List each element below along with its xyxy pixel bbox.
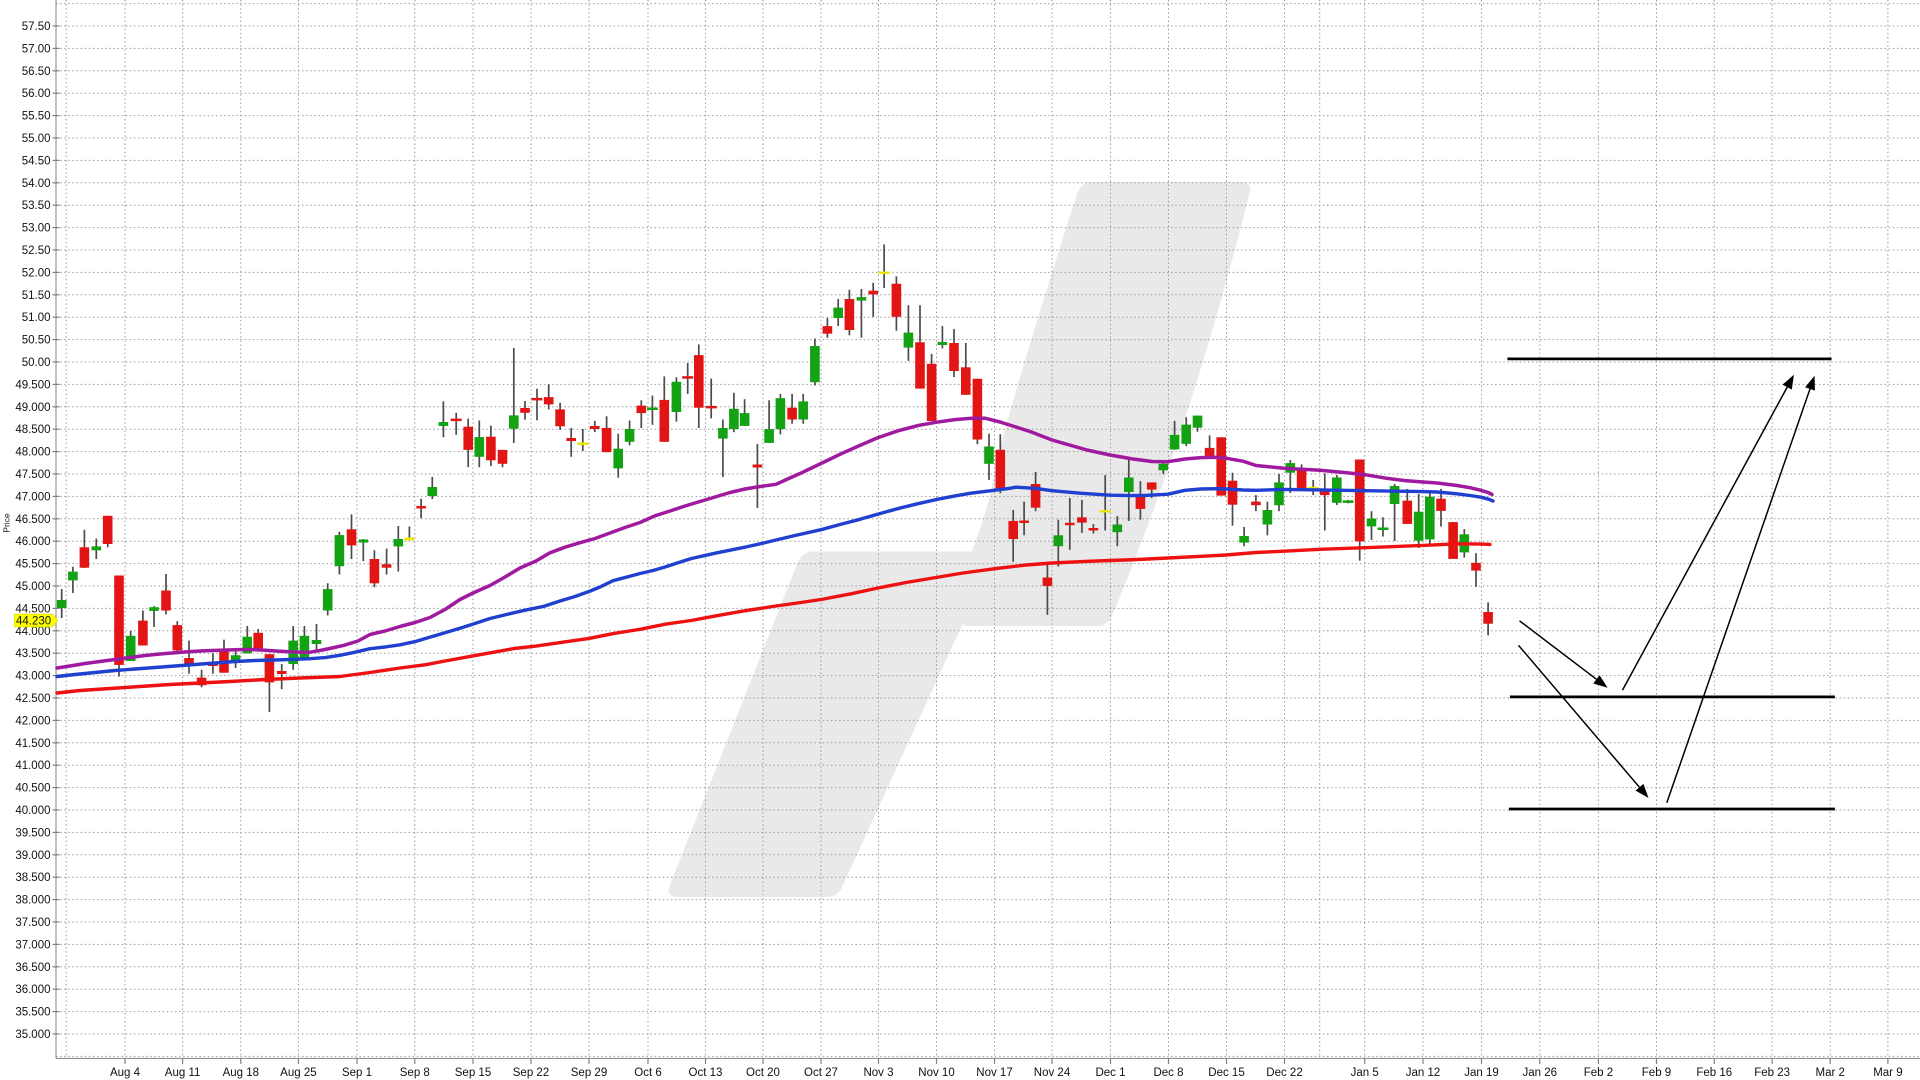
svg-text:45.000: 45.000 [15, 581, 50, 593]
svg-text:55.50: 55.50 [22, 111, 51, 123]
svg-text:52.00: 52.00 [22, 267, 51, 279]
svg-text:50.50: 50.50 [22, 335, 51, 347]
svg-text:Jan 5: Jan 5 [1351, 1067, 1379, 1079]
svg-text:Sep 15: Sep 15 [455, 1067, 491, 1079]
svg-text:Sep 22: Sep 22 [513, 1067, 549, 1079]
svg-text:49.500: 49.500 [15, 379, 50, 391]
svg-text:42.000: 42.000 [15, 715, 50, 727]
svg-text:51.50: 51.50 [22, 290, 51, 302]
svg-text:46.000: 46.000 [15, 536, 50, 548]
svg-text:Sep 29: Sep 29 [571, 1067, 607, 1079]
svg-text:44.000: 44.000 [15, 626, 50, 638]
svg-text:Feb 16: Feb 16 [1696, 1067, 1732, 1079]
svg-text:53.50: 53.50 [22, 200, 51, 212]
svg-text:Feb 2: Feb 2 [1584, 1067, 1613, 1079]
svg-text:39.000: 39.000 [15, 850, 50, 862]
svg-text:39.500: 39.500 [15, 827, 50, 839]
svg-text:Oct 27: Oct 27 [804, 1067, 838, 1079]
svg-text:Nov 10: Nov 10 [918, 1067, 954, 1079]
svg-text:Jan 12: Jan 12 [1406, 1067, 1441, 1079]
svg-text:43.000: 43.000 [15, 671, 50, 683]
svg-text:45.500: 45.500 [15, 559, 50, 571]
svg-text:Nov 3: Nov 3 [863, 1067, 893, 1079]
svg-text:Mar 9: Mar 9 [1873, 1067, 1902, 1079]
svg-text:Mar 2: Mar 2 [1815, 1067, 1844, 1079]
svg-text:Oct 20: Oct 20 [746, 1067, 780, 1079]
svg-text:43.500: 43.500 [15, 648, 50, 660]
svg-text:50.00: 50.00 [22, 357, 51, 369]
svg-text:37.000: 37.000 [15, 939, 50, 951]
svg-text:40.500: 40.500 [15, 783, 50, 795]
svg-text:42.500: 42.500 [15, 693, 50, 705]
svg-text:Oct 6: Oct 6 [634, 1067, 661, 1079]
svg-text:Dec 15: Dec 15 [1208, 1067, 1244, 1079]
svg-text:53.00: 53.00 [22, 223, 51, 235]
svg-text:Aug 25: Aug 25 [280, 1067, 316, 1079]
svg-text:49.000: 49.000 [15, 402, 50, 414]
svg-text:38.000: 38.000 [15, 895, 50, 907]
svg-text:Dec 8: Dec 8 [1153, 1067, 1183, 1079]
svg-text:54.00: 54.00 [22, 178, 51, 190]
svg-text:40.000: 40.000 [15, 805, 50, 817]
svg-text:Aug 11: Aug 11 [165, 1067, 201, 1079]
svg-text:41.500: 41.500 [15, 738, 50, 750]
svg-text:57.50: 57.50 [22, 21, 51, 33]
svg-text:46.500: 46.500 [15, 514, 50, 526]
svg-text:Feb 23: Feb 23 [1754, 1067, 1790, 1079]
svg-text:48.500: 48.500 [15, 424, 50, 436]
svg-text:56.50: 56.50 [22, 66, 51, 78]
svg-text:Aug 18: Aug 18 [223, 1067, 259, 1079]
svg-text:47.000: 47.000 [15, 491, 50, 503]
svg-text:Nov 17: Nov 17 [976, 1067, 1012, 1079]
svg-text:Oct 13: Oct 13 [689, 1067, 723, 1079]
svg-text:54.50: 54.50 [22, 155, 51, 167]
svg-text:36.500: 36.500 [15, 962, 50, 974]
svg-text:37.500: 37.500 [15, 917, 50, 929]
svg-text:Jan 19: Jan 19 [1464, 1067, 1499, 1079]
svg-text:47.500: 47.500 [15, 469, 50, 481]
svg-text:52.50: 52.50 [22, 245, 51, 257]
svg-text:Jan 26: Jan 26 [1523, 1067, 1558, 1079]
svg-text:51.00: 51.00 [22, 312, 51, 324]
svg-text:Dec 1: Dec 1 [1095, 1067, 1125, 1079]
svg-text:Feb 9: Feb 9 [1642, 1067, 1671, 1079]
svg-text:Sep 8: Sep 8 [400, 1067, 430, 1079]
svg-text:44.500: 44.500 [15, 603, 50, 615]
svg-text:56.00: 56.00 [22, 88, 51, 100]
svg-text:Sep 1: Sep 1 [342, 1067, 372, 1079]
svg-text:Price: Price [2, 513, 12, 533]
svg-text:36.000: 36.000 [15, 984, 50, 996]
svg-text:Aug 4: Aug 4 [110, 1067, 141, 1079]
svg-text:48.000: 48.000 [15, 447, 50, 459]
svg-text:Dec 22: Dec 22 [1266, 1067, 1302, 1079]
svg-text:41.000: 41.000 [15, 760, 50, 772]
svg-text:35.500: 35.500 [15, 1007, 50, 1019]
svg-text:57.00: 57.00 [22, 43, 51, 55]
svg-text:38.500: 38.500 [15, 872, 50, 884]
svg-text:35.000: 35.000 [15, 1029, 50, 1041]
svg-text:55.00: 55.00 [22, 133, 51, 145]
svg-text:44.230: 44.230 [16, 616, 51, 628]
svg-text:Nov 24: Nov 24 [1034, 1067, 1071, 1079]
